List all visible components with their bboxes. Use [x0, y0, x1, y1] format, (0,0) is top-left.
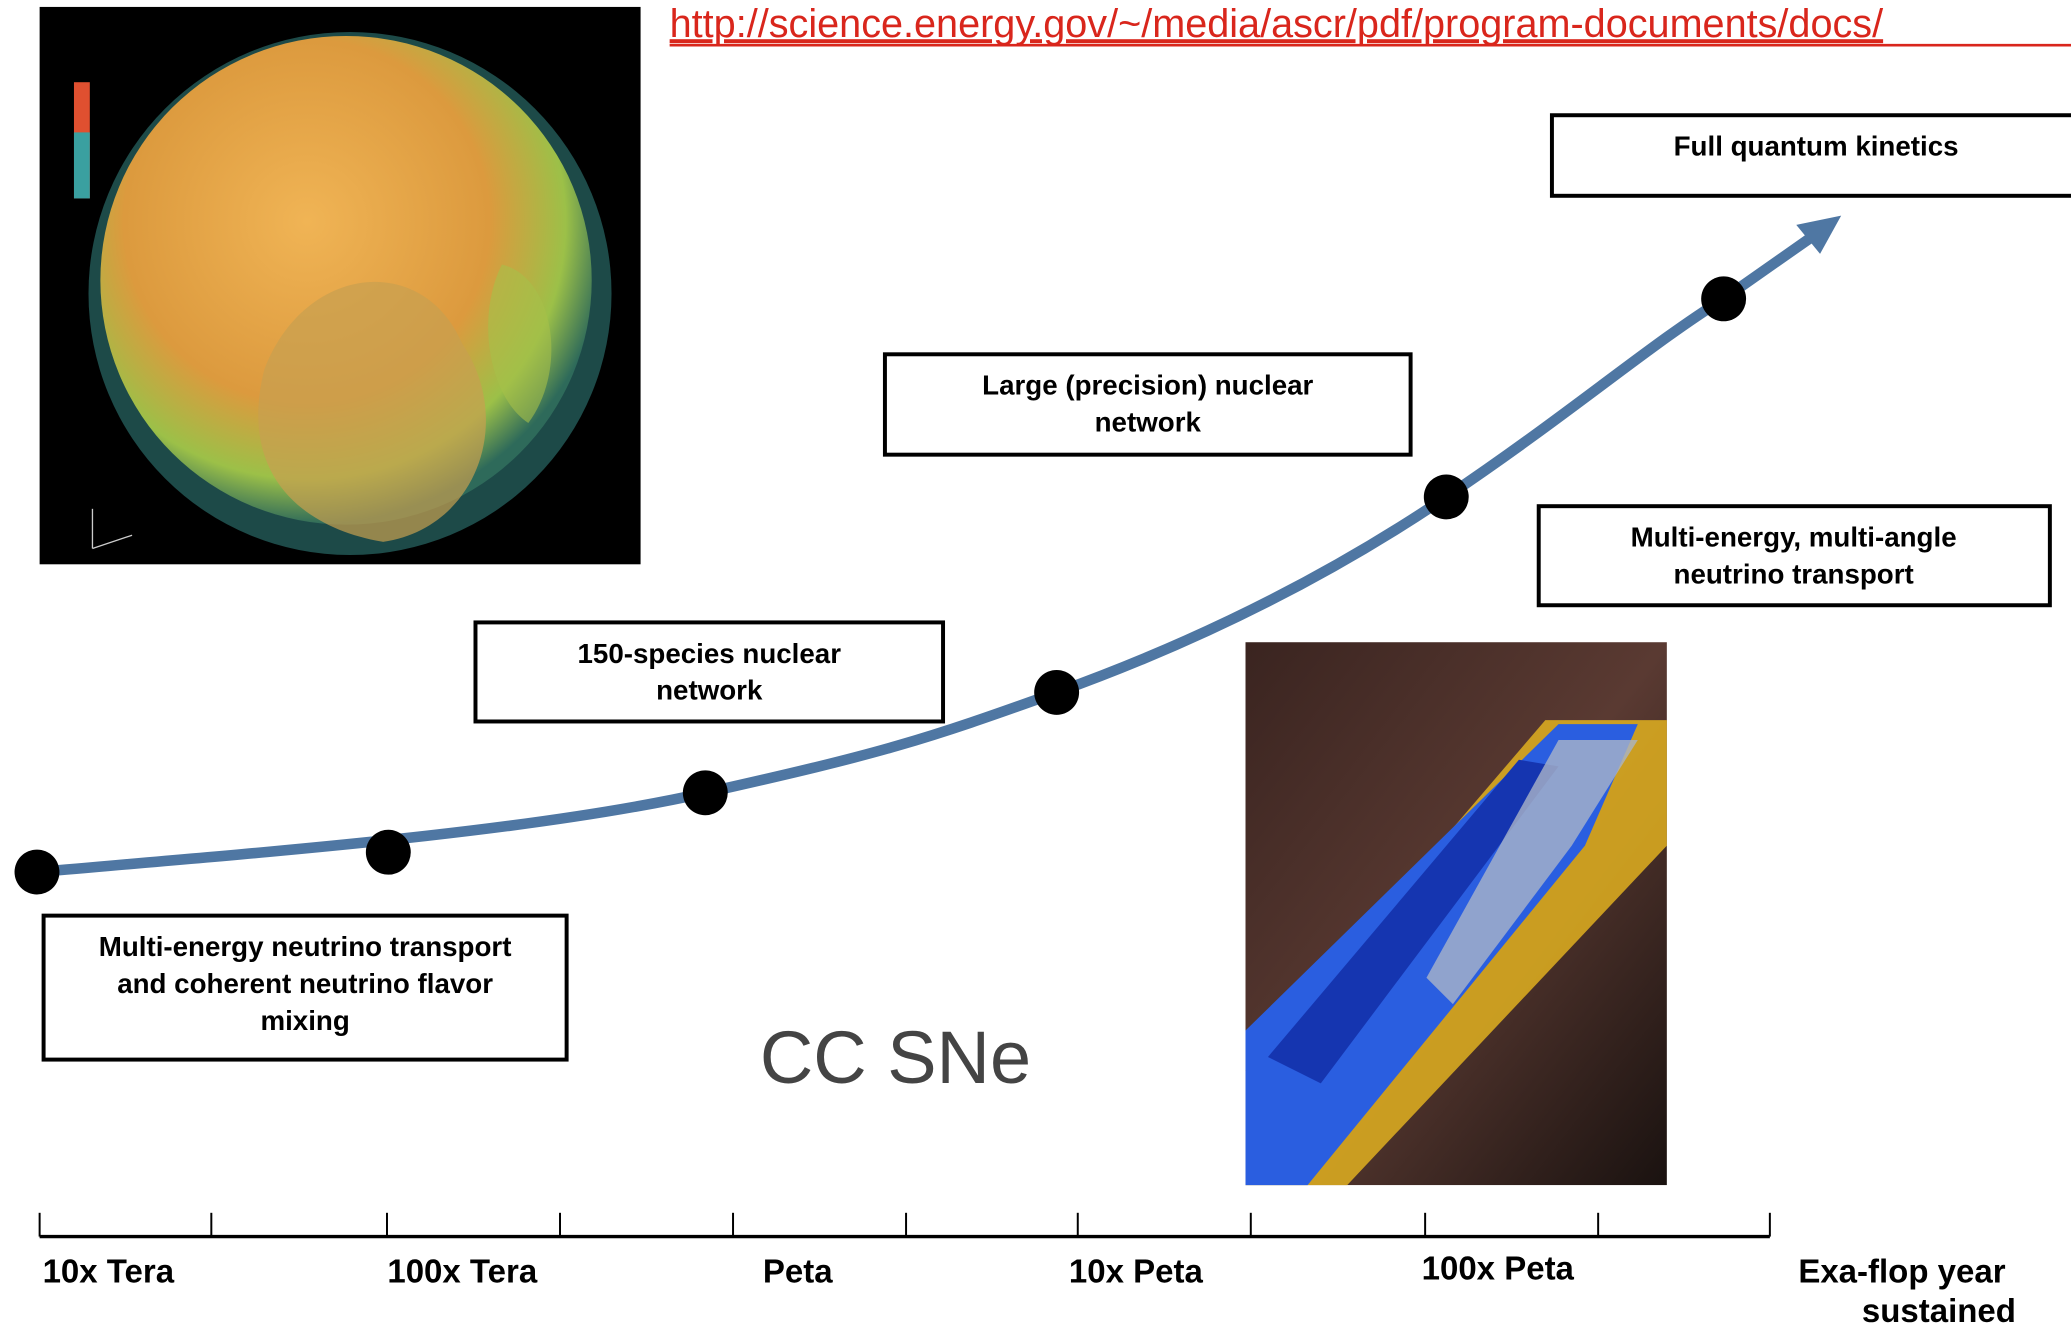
milestone-box: Multi-energy neutrino transport and cohe… — [44, 916, 567, 1060]
simulation-image — [40, 7, 641, 564]
milestone-text: Multi-energy neutrino transport — [99, 931, 512, 962]
milestone-text: network — [656, 675, 763, 706]
milestone-text: 150-species nuclear — [578, 638, 842, 669]
milestone-text: neutrino transport — [1674, 559, 1914, 590]
milestone-text: Multi-energy, multi-angle — [1631, 522, 1957, 553]
slide: http://science.energy.gov/~/media/ascr/p… — [0, 0, 2071, 1332]
simulation-image — [1246, 642, 1667, 1185]
axis-label: Exa-flop year — [1798, 1252, 2005, 1289]
axis-label: 100x Peta — [1422, 1250, 1575, 1287]
milestone-box: Multi-energy, multi-angle neutrino trans… — [1539, 506, 2050, 605]
axis-label: 10x Tera — [43, 1252, 175, 1289]
axis — [40, 1213, 1770, 1237]
milestone-text: network — [1095, 407, 1202, 438]
milestone-box: Large (precision) nuclear network — [885, 354, 1411, 454]
axis-label: 10x Peta — [1069, 1252, 1204, 1289]
page: {"link": "http://science.energy.gov/~/me… — [0, 0, 2071, 1332]
milestone-box: Full quantum kinetics — [1552, 115, 2071, 196]
milestone-box: 150-species nuclear network — [475, 622, 943, 721]
axis-label: Peta — [763, 1252, 833, 1289]
slide-title: CC SNe — [760, 1016, 1031, 1099]
milestone-text: Large (precision) nuclear — [982, 370, 1313, 401]
milestone-text: and coherent neutrino flavor — [117, 968, 493, 999]
axis-label: sustained — [1862, 1292, 2016, 1329]
milestone-text: Full quantum kinetics — [1674, 131, 1959, 162]
link[interactable]: http://science.energy.gov/~/media/ascr/p… — [670, 2, 1883, 46]
axis-label: 100x Tera — [387, 1252, 537, 1289]
milestone-text: mixing — [260, 1005, 349, 1036]
